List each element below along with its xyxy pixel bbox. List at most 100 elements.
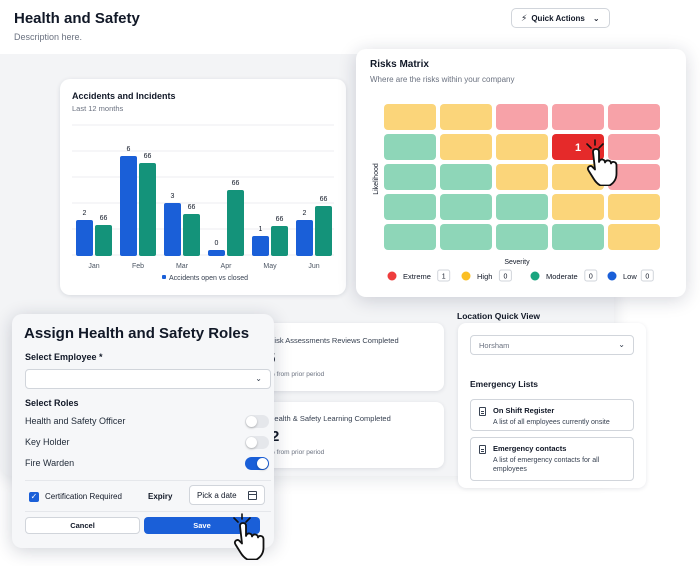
location-select[interactable]: Horsham ⌄ — [470, 335, 634, 355]
role-row-key-holder: Key Holder — [25, 436, 271, 450]
bolt-icon: ⚡ — [521, 12, 528, 23]
y-axis-label: Likelihood — [373, 163, 380, 195]
key-holder-toggle[interactable] — [245, 436, 269, 449]
data-label: 66 — [100, 215, 108, 222]
document-icon — [479, 445, 486, 454]
data-label: 66 — [188, 204, 196, 211]
emergency-lists-title: Emergency Lists — [470, 379, 539, 389]
bar-closed-may[interactable] — [271, 226, 288, 256]
x-tick-label: Mar — [176, 263, 189, 270]
risk-cell[interactable] — [440, 134, 492, 160]
risk-cell[interactable] — [384, 134, 436, 160]
stat-card-learning: Health & Safety Learning Completed 2 % f… — [258, 402, 444, 468]
bar-closed-jun[interactable] — [315, 206, 332, 256]
certification-row: ✓ Certification Required Expiry Pick a d… — [25, 480, 271, 512]
quick-actions-label: Quick Actions — [531, 13, 585, 23]
bar-closed-mar[interactable] — [183, 214, 200, 256]
legend-count-badge — [640, 269, 654, 282]
risk-cell[interactable] — [384, 104, 436, 130]
legend-swatch — [162, 275, 166, 279]
emergency-item-on-shift[interactable]: On Shift Register A list of all employee… — [470, 399, 634, 431]
location-card: Horsham ⌄ Emergency Lists On Shift Regis… — [458, 323, 646, 488]
risk-cell[interactable] — [496, 164, 548, 190]
risk-cell[interactable] — [384, 194, 436, 220]
page-header: Health and Safety Description here. ⚡ Qu… — [0, 0, 700, 54]
data-label: 1 — [259, 226, 263, 233]
assign-roles-dialog: Assign Health and Safety Roles Select Em… — [12, 314, 274, 548]
select-roles-label: Select Roles — [25, 398, 79, 408]
legend-label: Accidents open vs closed — [169, 275, 248, 282]
fire-warden-toggle[interactable] — [245, 457, 269, 470]
risks-matrix-title: Risks Matrix — [370, 59, 429, 70]
page-title: Health and Safety — [14, 10, 140, 27]
emergency-item-desc: A list of all employees currently onsite — [493, 419, 610, 426]
x-axis-label: Severity — [504, 259, 530, 266]
accidents-title: Accidents and Incidents — [72, 91, 176, 101]
stat-value: 2 — [271, 428, 280, 445]
bar-open-may[interactable] — [252, 236, 269, 256]
hs-officer-toggle[interactable] — [245, 415, 269, 428]
toggle-knob — [257, 458, 268, 469]
chevron-down-icon: ⌄ — [618, 340, 625, 349]
bar-closed-feb[interactable] — [139, 163, 156, 256]
risk-cell[interactable] — [440, 194, 492, 220]
bar-open-feb[interactable] — [120, 156, 137, 256]
data-label: 2 — [303, 210, 307, 217]
data-label: 66 — [320, 196, 328, 203]
risk-cell[interactable] — [496, 104, 548, 130]
accidents-chart-card: Accidents and Incidents Last 12 months 2… — [60, 79, 346, 295]
data-label: 66 — [144, 153, 152, 160]
risk-cell[interactable] — [384, 224, 436, 250]
x-tick-label: Jun — [308, 263, 319, 270]
bar-closed-apr[interactable] — [227, 190, 244, 256]
risk-cell[interactable] — [608, 104, 660, 130]
risk-matrix-grid: 1 Likelihood Severity Extreme 1 High 0 Moderate… — [373, 104, 660, 282]
risk-cell[interactable] — [440, 224, 492, 250]
legend-dot — [530, 271, 540, 281]
risk-cell[interactable] — [496, 224, 548, 250]
x-tick-label: Apr — [221, 263, 233, 270]
legend-count: 1 — [442, 274, 446, 281]
hand-cursor-icon — [233, 513, 265, 560]
risk-cell[interactable] — [384, 164, 436, 190]
bar-closed-jan[interactable] — [95, 225, 112, 256]
risk-cell[interactable] — [608, 164, 660, 190]
quick-actions-button[interactable]: ⚡ Quick Actions ⌄ — [511, 8, 610, 28]
risk-cell[interactable] — [552, 194, 604, 220]
save-button[interactable]: Save — [144, 517, 260, 534]
risk-cell[interactable] — [608, 194, 660, 220]
bar-open-jun[interactable] — [296, 220, 313, 256]
risk-cell[interactable] — [496, 134, 548, 160]
role-label: Key Holder — [25, 437, 70, 447]
expiry-date-picker[interactable]: Pick a date — [189, 485, 265, 505]
risk-cell[interactable] — [552, 104, 604, 130]
risk-cell[interactable] — [440, 104, 492, 130]
bar-open-mar[interactable] — [164, 203, 181, 256]
legend-dot — [607, 271, 617, 281]
bar-open-apr[interactable] — [208, 250, 225, 256]
risk-cell[interactable] — [496, 194, 548, 220]
risk-cell[interactable] — [552, 224, 604, 250]
chevron-down-icon: ⌄ — [255, 374, 262, 383]
risk-cell[interactable] — [552, 134, 604, 160]
location-selected: Horsham — [479, 341, 510, 350]
dialog-title: Assign Health and Safety Roles — [24, 325, 250, 342]
data-label: 6 — [127, 146, 131, 153]
emergency-item-desc: A list of emergency contacts for all emp… — [493, 457, 600, 474]
data-label: 2 — [83, 210, 87, 217]
legend-dot — [461, 271, 471, 281]
emergency-item-contacts[interactable]: Emergency contacts A list of emergency c… — [470, 437, 634, 481]
risk-cell[interactable] — [608, 134, 660, 160]
legend-label: Low — [623, 272, 637, 281]
risk-cell[interactable] — [608, 224, 660, 250]
expiry-label: Expiry — [148, 492, 173, 501]
certification-checkbox[interactable]: ✓ — [29, 492, 39, 502]
calendar-icon — [248, 491, 257, 500]
risk-cell[interactable] — [440, 164, 492, 190]
cancel-button[interactable]: Cancel — [25, 517, 140, 534]
bar-open-jan[interactable] — [76, 220, 93, 256]
employee-select[interactable]: ⌄ — [25, 369, 271, 389]
data-label: 3 — [171, 193, 175, 200]
x-tick-label: Jan — [88, 263, 99, 270]
legend-count-badge — [498, 269, 512, 282]
